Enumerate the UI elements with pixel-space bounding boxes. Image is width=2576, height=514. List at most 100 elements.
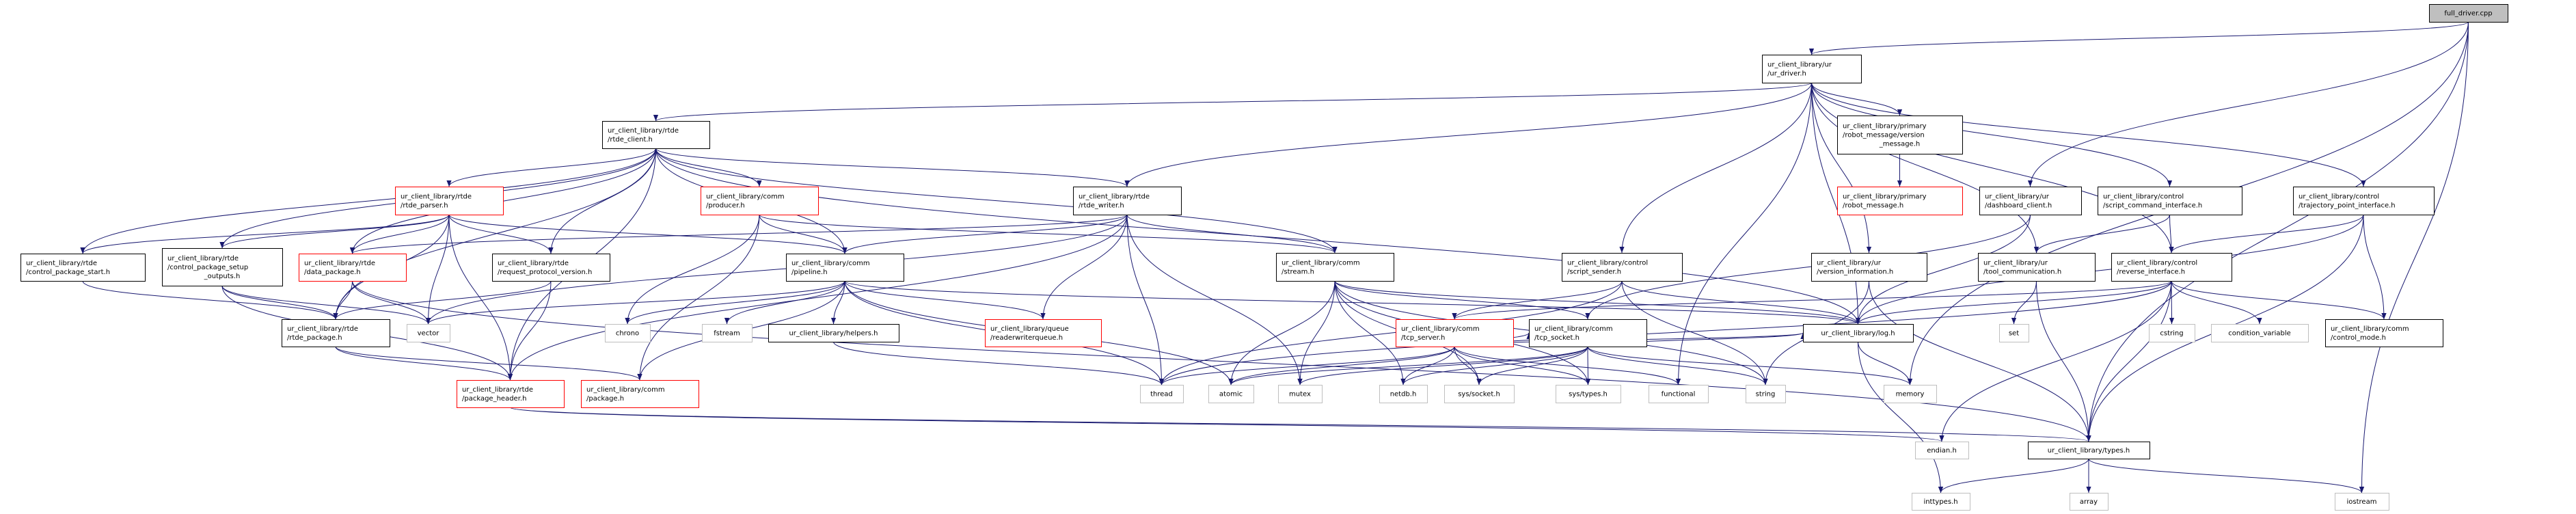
- node-box: [2325, 319, 2443, 347]
- node-box: [1556, 385, 1621, 403]
- node-rtde-parser[interactable]: ur_client_library/rtde/rtde_parser.h: [395, 187, 504, 215]
- node-label: /package.h: [586, 395, 624, 403]
- node-condition-variable[interactable]: condition_variable: [2211, 324, 2309, 342]
- edge-rtde_parser-to-package_header: [448, 214, 513, 381]
- node-control-package-setup-outputs[interactable]: ur_client_library/rtde/control_package_s…: [162, 248, 283, 286]
- node-iostream[interactable]: iostream: [2335, 493, 2389, 511]
- node-label: sys/socket.h: [1458, 391, 1500, 398]
- node-netdb[interactable]: netdb.h: [1379, 385, 1428, 403]
- node-robot-message[interactable]: ur_client_library/primary/robot_message.…: [1837, 187, 1963, 215]
- node-label: /rtde_parser.h: [401, 202, 448, 210]
- node-mutex[interactable]: mutex: [1278, 385, 1323, 403]
- node-stream[interactable]: ur_client_library/comm/stream.h: [1276, 253, 1394, 282]
- node-label: /rtde_client.h: [608, 136, 653, 144]
- node-version-information[interactable]: ur_client_library/ur/version_information…: [1811, 253, 1927, 282]
- node-label: ur_client_library/log.h: [1821, 330, 1895, 338]
- node-string[interactable]: string: [1746, 385, 1786, 403]
- node-data-package[interactable]: ur_client_library/rtde/data_package.h: [299, 254, 407, 282]
- node-rtde-client[interactable]: ur_client_library/rtde/rtde_client.h: [602, 121, 710, 149]
- node-cstring[interactable]: cstring: [2149, 324, 2195, 342]
- node-script-sender[interactable]: ur_client_library/control/script_sender.…: [1562, 253, 1683, 282]
- node-thread[interactable]: thread: [1140, 385, 1184, 403]
- node-fstream[interactable]: fstream: [702, 324, 753, 342]
- node-script-command-interface[interactable]: ur_client_library/control/script_command…: [2098, 187, 2242, 215]
- node-memory[interactable]: memory: [1884, 385, 1937, 403]
- node-chrono[interactable]: chrono: [605, 324, 651, 342]
- edge-ur_driver-to-functional: [1675, 82, 1812, 385]
- edge-tcp_socket-to-netdb: [1400, 346, 1588, 385]
- node-trajectory-point-interface[interactable]: ur_client_library/control/trajectory_poi…: [2293, 187, 2435, 215]
- node-helpers[interactable]: ur_client_library/helpers.h: [768, 324, 899, 342]
- node-box: [2429, 4, 2508, 23]
- node-request-protocol-version[interactable]: ur_client_library/rtde/request_protocol_…: [492, 254, 610, 282]
- node-tcp-server[interactable]: ur_client_library/comm/tcp_server.h: [1396, 319, 1514, 347]
- node-package-header[interactable]: ur_client_library/rtde/package_header.h: [457, 380, 565, 408]
- node-sys-socket[interactable]: sys/socket.h: [1444, 385, 1515, 403]
- node-label: ur_client_library/helpers.h: [789, 330, 878, 338]
- node-inttypes[interactable]: inttypes.h: [1912, 493, 1970, 511]
- node-label: /pipeline.h: [791, 269, 828, 276]
- edge-reverse_interface-to-log: [1856, 280, 2172, 325]
- edge-log-to-memory: [1858, 341, 1913, 385]
- node-box: [985, 319, 1102, 347]
- node-reverse-interface[interactable]: ur_client_library/control/reverse_interf…: [2111, 253, 2232, 282]
- node-functional[interactable]: functional: [1649, 385, 1709, 403]
- node-label: /dashboard_client.h: [1985, 202, 2052, 210]
- node-rtde-package[interactable]: ur_client_library/rtde/rtde_package.h: [282, 319, 390, 347]
- node-array[interactable]: array: [2070, 493, 2109, 511]
- node-label: ur_client_library/comm: [1282, 260, 1360, 267]
- node-label: ur_client_library/comm: [2331, 325, 2409, 333]
- edge-rtde_writer-to-stream: [1126, 214, 1338, 254]
- edge-stream-to-log: [1334, 280, 1860, 325]
- node-types[interactable]: ur_client_library/types.h: [2028, 442, 2150, 459]
- node-set[interactable]: set: [1999, 324, 2029, 342]
- node-box: [492, 254, 610, 282]
- node-tcp-socket[interactable]: ur_client_library/comm/tcp_socket.h: [1529, 319, 1647, 347]
- node-endian[interactable]: endian.h: [1915, 442, 1969, 459]
- node-box: [282, 319, 390, 347]
- node-rtde-writer[interactable]: ur_client_library/rtde/rtde_writer.h: [1073, 187, 1182, 215]
- node-dashboard-client[interactable]: ur_client_library/ur/dashboard_client.h: [1979, 187, 2082, 215]
- node-sys-types[interactable]: sys/types.h: [1556, 385, 1621, 403]
- edge-tcp_server-to-thread: [1159, 346, 1455, 385]
- edge-ur_driver-to-tool_communication: [1811, 82, 2039, 254]
- node-log[interactable]: ur_client_library/log.h: [1803, 324, 1914, 342]
- node-readerwriterqueue[interactable]: ur_client_library/queue/readerwriterqueu…: [985, 319, 1102, 347]
- node-box: [1140, 385, 1184, 403]
- node-box: [1746, 385, 1786, 403]
- edge-reverse_interface-to-cstring: [2169, 280, 2175, 325]
- node-label: ur_client_library/control: [1567, 260, 1648, 267]
- edge-producer-to-chrono: [625, 214, 760, 325]
- node-full-driver[interactable]: full_driver.cpp: [2429, 4, 2508, 23]
- edge-tcp_socket-to-string: [1587, 346, 1768, 385]
- node-label: /trajectory_point_interface.h: [2299, 202, 2396, 210]
- node-pipeline[interactable]: ur_client_library/comm/pipeline.h: [786, 254, 904, 282]
- node-label: /tcp_server.h: [1401, 334, 1445, 342]
- node-label: ur_client_library/ur: [1767, 62, 1832, 69]
- node-producer[interactable]: ur_client_library/comm/producer.h: [701, 187, 819, 215]
- node-tool-communication[interactable]: ur_client_library/ur/tool_communication.…: [1978, 253, 2096, 282]
- node-control-mode[interactable]: ur_client_library/comm/control_mode.h: [2325, 319, 2443, 347]
- edge-data_package-to-vector: [352, 280, 431, 325]
- edge-rtde_client-to-stream: [655, 148, 1338, 254]
- edge-trajectory_point_interface-to-reverse_interface: [2169, 214, 2364, 254]
- edge-rtde_writer-to-data_package: [350, 214, 1128, 254]
- node-package[interactable]: ur_client_library/comm/package.h: [581, 380, 699, 408]
- node-control-package-start[interactable]: ur_client_library/rtde/control_package_s…: [21, 254, 146, 282]
- node-box: [2070, 493, 2109, 511]
- node-box: [1276, 253, 1394, 282]
- node-version-message[interactable]: ur_client_library/primary/robot_message/…: [1837, 116, 1963, 154]
- node-box: [1915, 442, 1969, 459]
- node-ur-driver[interactable]: ur_client_library/ur/ur_driver.h: [1762, 55, 1862, 83]
- node-label: functional: [1662, 391, 1696, 398]
- node-label: ur_client_library/rtde: [304, 260, 375, 267]
- edge-producer-to-pipeline: [759, 214, 848, 254]
- edge-tool_communication-to-set: [2011, 280, 2037, 325]
- node-vector[interactable]: vector: [407, 324, 450, 342]
- node-atomic[interactable]: atomic: [1208, 385, 1254, 403]
- edge-tcp_server-to-functional: [1454, 346, 1681, 385]
- node-label: array: [2080, 498, 2098, 506]
- node-label: ur_client_library/queue: [990, 325, 1069, 333]
- edge-rtde_client-to-data_package: [349, 148, 656, 254]
- node-label: ur_client_library/comm: [706, 193, 785, 201]
